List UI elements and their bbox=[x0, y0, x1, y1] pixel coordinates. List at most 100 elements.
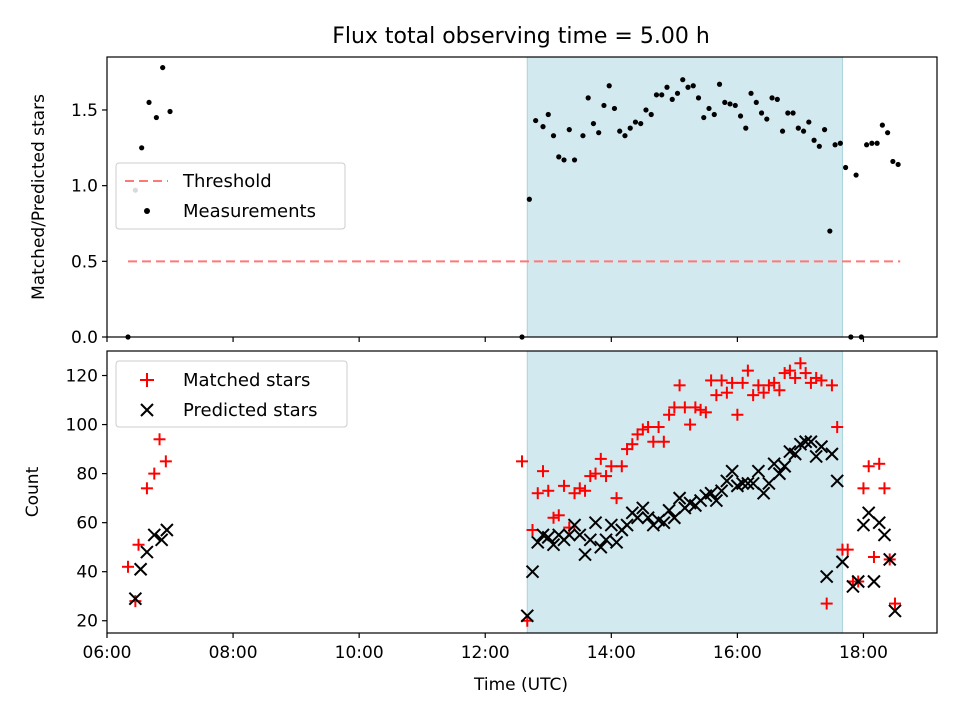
matched-stars-point bbox=[726, 376, 739, 389]
measurements-point bbox=[638, 120, 644, 127]
predicted-stars-point bbox=[599, 533, 613, 547]
matched-stars-point bbox=[558, 479, 571, 492]
measurements-point bbox=[622, 133, 628, 139]
legend-matched-label: Matched stars bbox=[183, 370, 310, 391]
matched-stars-point bbox=[762, 379, 775, 392]
matched-stars-point bbox=[794, 357, 807, 370]
matched-stars-point bbox=[694, 403, 707, 416]
x-tick-label: 16:00 bbox=[713, 643, 762, 663]
matched-stars-point bbox=[710, 389, 723, 402]
measurements-point bbox=[556, 154, 562, 160]
matched-stars-point bbox=[815, 374, 828, 387]
matched-stars-point bbox=[741, 364, 754, 377]
predicted-stars-point bbox=[741, 476, 755, 491]
matched-stars-point bbox=[757, 386, 770, 399]
legend-matched-swatch bbox=[140, 373, 154, 387]
predicted-stars-point bbox=[809, 449, 823, 464]
measurements-point bbox=[842, 164, 849, 171]
predicted-stars-point bbox=[883, 552, 897, 567]
measurements-point bbox=[659, 92, 665, 98]
measurements-point bbox=[139, 145, 145, 151]
predicted-stars-point bbox=[856, 518, 871, 532]
predicted-stars-point bbox=[662, 503, 676, 518]
predicted-stars-point bbox=[140, 545, 154, 559]
legend-predicted-label: Predicted stars bbox=[183, 400, 317, 421]
matched-stars-point bbox=[731, 408, 744, 421]
predicted-stars-point bbox=[546, 538, 561, 552]
y-tick-label: 20 bbox=[76, 612, 98, 632]
measurements-point bbox=[722, 99, 728, 106]
matched-stars-point bbox=[673, 379, 686, 392]
predicted-stars-point bbox=[525, 564, 540, 579]
predicted-stars-point bbox=[562, 528, 576, 542]
measurements-point bbox=[664, 84, 670, 90]
matched-stars-point bbox=[516, 455, 528, 468]
matched-stars-point bbox=[605, 460, 618, 473]
measurements-point bbox=[774, 96, 780, 102]
measurements-point bbox=[879, 122, 885, 128]
matched-stars-point bbox=[689, 401, 702, 414]
measurements-point bbox=[550, 133, 557, 139]
predicted-stars-point bbox=[767, 457, 781, 471]
predicted-stars-point bbox=[725, 464, 739, 478]
matched-stars-point bbox=[820, 597, 833, 610]
measurements-point bbox=[795, 125, 801, 131]
matched-stars-point bbox=[663, 408, 676, 421]
measurements-point bbox=[806, 119, 812, 125]
y-tick-label: 1.0 bbox=[71, 177, 98, 197]
measurements-point bbox=[561, 157, 567, 163]
x-tick-label: 14:00 bbox=[587, 643, 636, 663]
matched-stars-point bbox=[778, 367, 791, 380]
y-tick-label: 120 bbox=[66, 367, 98, 387]
matched-stars-point bbox=[720, 386, 733, 399]
matched-stars-point bbox=[153, 433, 166, 446]
predicted-stars-point bbox=[154, 533, 169, 547]
measurements-point bbox=[606, 83, 612, 89]
predicted-stars-point bbox=[588, 515, 603, 530]
measurements-point bbox=[706, 105, 712, 112]
matched-stars-point bbox=[652, 421, 665, 434]
ratio-legend-box bbox=[115, 162, 346, 230]
matched-stars-point bbox=[825, 379, 838, 392]
matched-stars-point bbox=[636, 423, 649, 436]
matched-stars-point bbox=[773, 384, 786, 397]
measurements-point bbox=[790, 110, 796, 116]
matched-stars-point bbox=[888, 597, 901, 610]
y-tick-label: 0.0 bbox=[71, 328, 98, 348]
measurements-point bbox=[837, 140, 843, 146]
predicted-stars-point bbox=[594, 540, 608, 554]
measurements-point bbox=[648, 111, 654, 118]
matched-stars-point bbox=[542, 484, 555, 497]
y-tick-label: 60 bbox=[76, 514, 98, 534]
legend-threshold-label: Threshold bbox=[182, 171, 272, 192]
y-tick-label: 80 bbox=[76, 465, 98, 485]
matched-stars-point bbox=[678, 401, 691, 414]
matched-stars-point bbox=[752, 379, 765, 392]
matched-stars-point bbox=[589, 467, 602, 480]
predicted-stars-point bbox=[160, 523, 174, 537]
count-panel-frame bbox=[106, 350, 938, 634]
x-tick-label: 18:00 bbox=[839, 643, 888, 663]
measurements-point bbox=[685, 84, 691, 90]
matched-stars-point bbox=[642, 421, 655, 434]
measurements-point bbox=[680, 77, 686, 83]
measurements-point bbox=[611, 105, 618, 112]
matched-stars-point bbox=[768, 376, 781, 389]
measurements-point bbox=[674, 90, 681, 96]
matched-stars-point bbox=[668, 401, 681, 414]
measurements-point bbox=[701, 114, 707, 121]
y-tick-label: 40 bbox=[76, 563, 98, 583]
predicted-stars-point bbox=[636, 501, 650, 515]
measurements-point bbox=[711, 111, 717, 118]
predicted-stars-point bbox=[520, 609, 534, 623]
predicted-stars-point bbox=[777, 459, 792, 473]
measurements-point bbox=[732, 102, 738, 109]
measurements-point bbox=[785, 110, 791, 116]
measurements-point bbox=[885, 130, 891, 136]
measurements-point bbox=[533, 117, 539, 124]
matched-stars-point bbox=[857, 482, 870, 495]
ratio-legend: Threshold Measurements bbox=[115, 162, 346, 230]
predicted-stars-point bbox=[862, 506, 876, 520]
matched-stars-point bbox=[129, 595, 142, 608]
legend-measurements-label: Measurements bbox=[183, 201, 316, 222]
